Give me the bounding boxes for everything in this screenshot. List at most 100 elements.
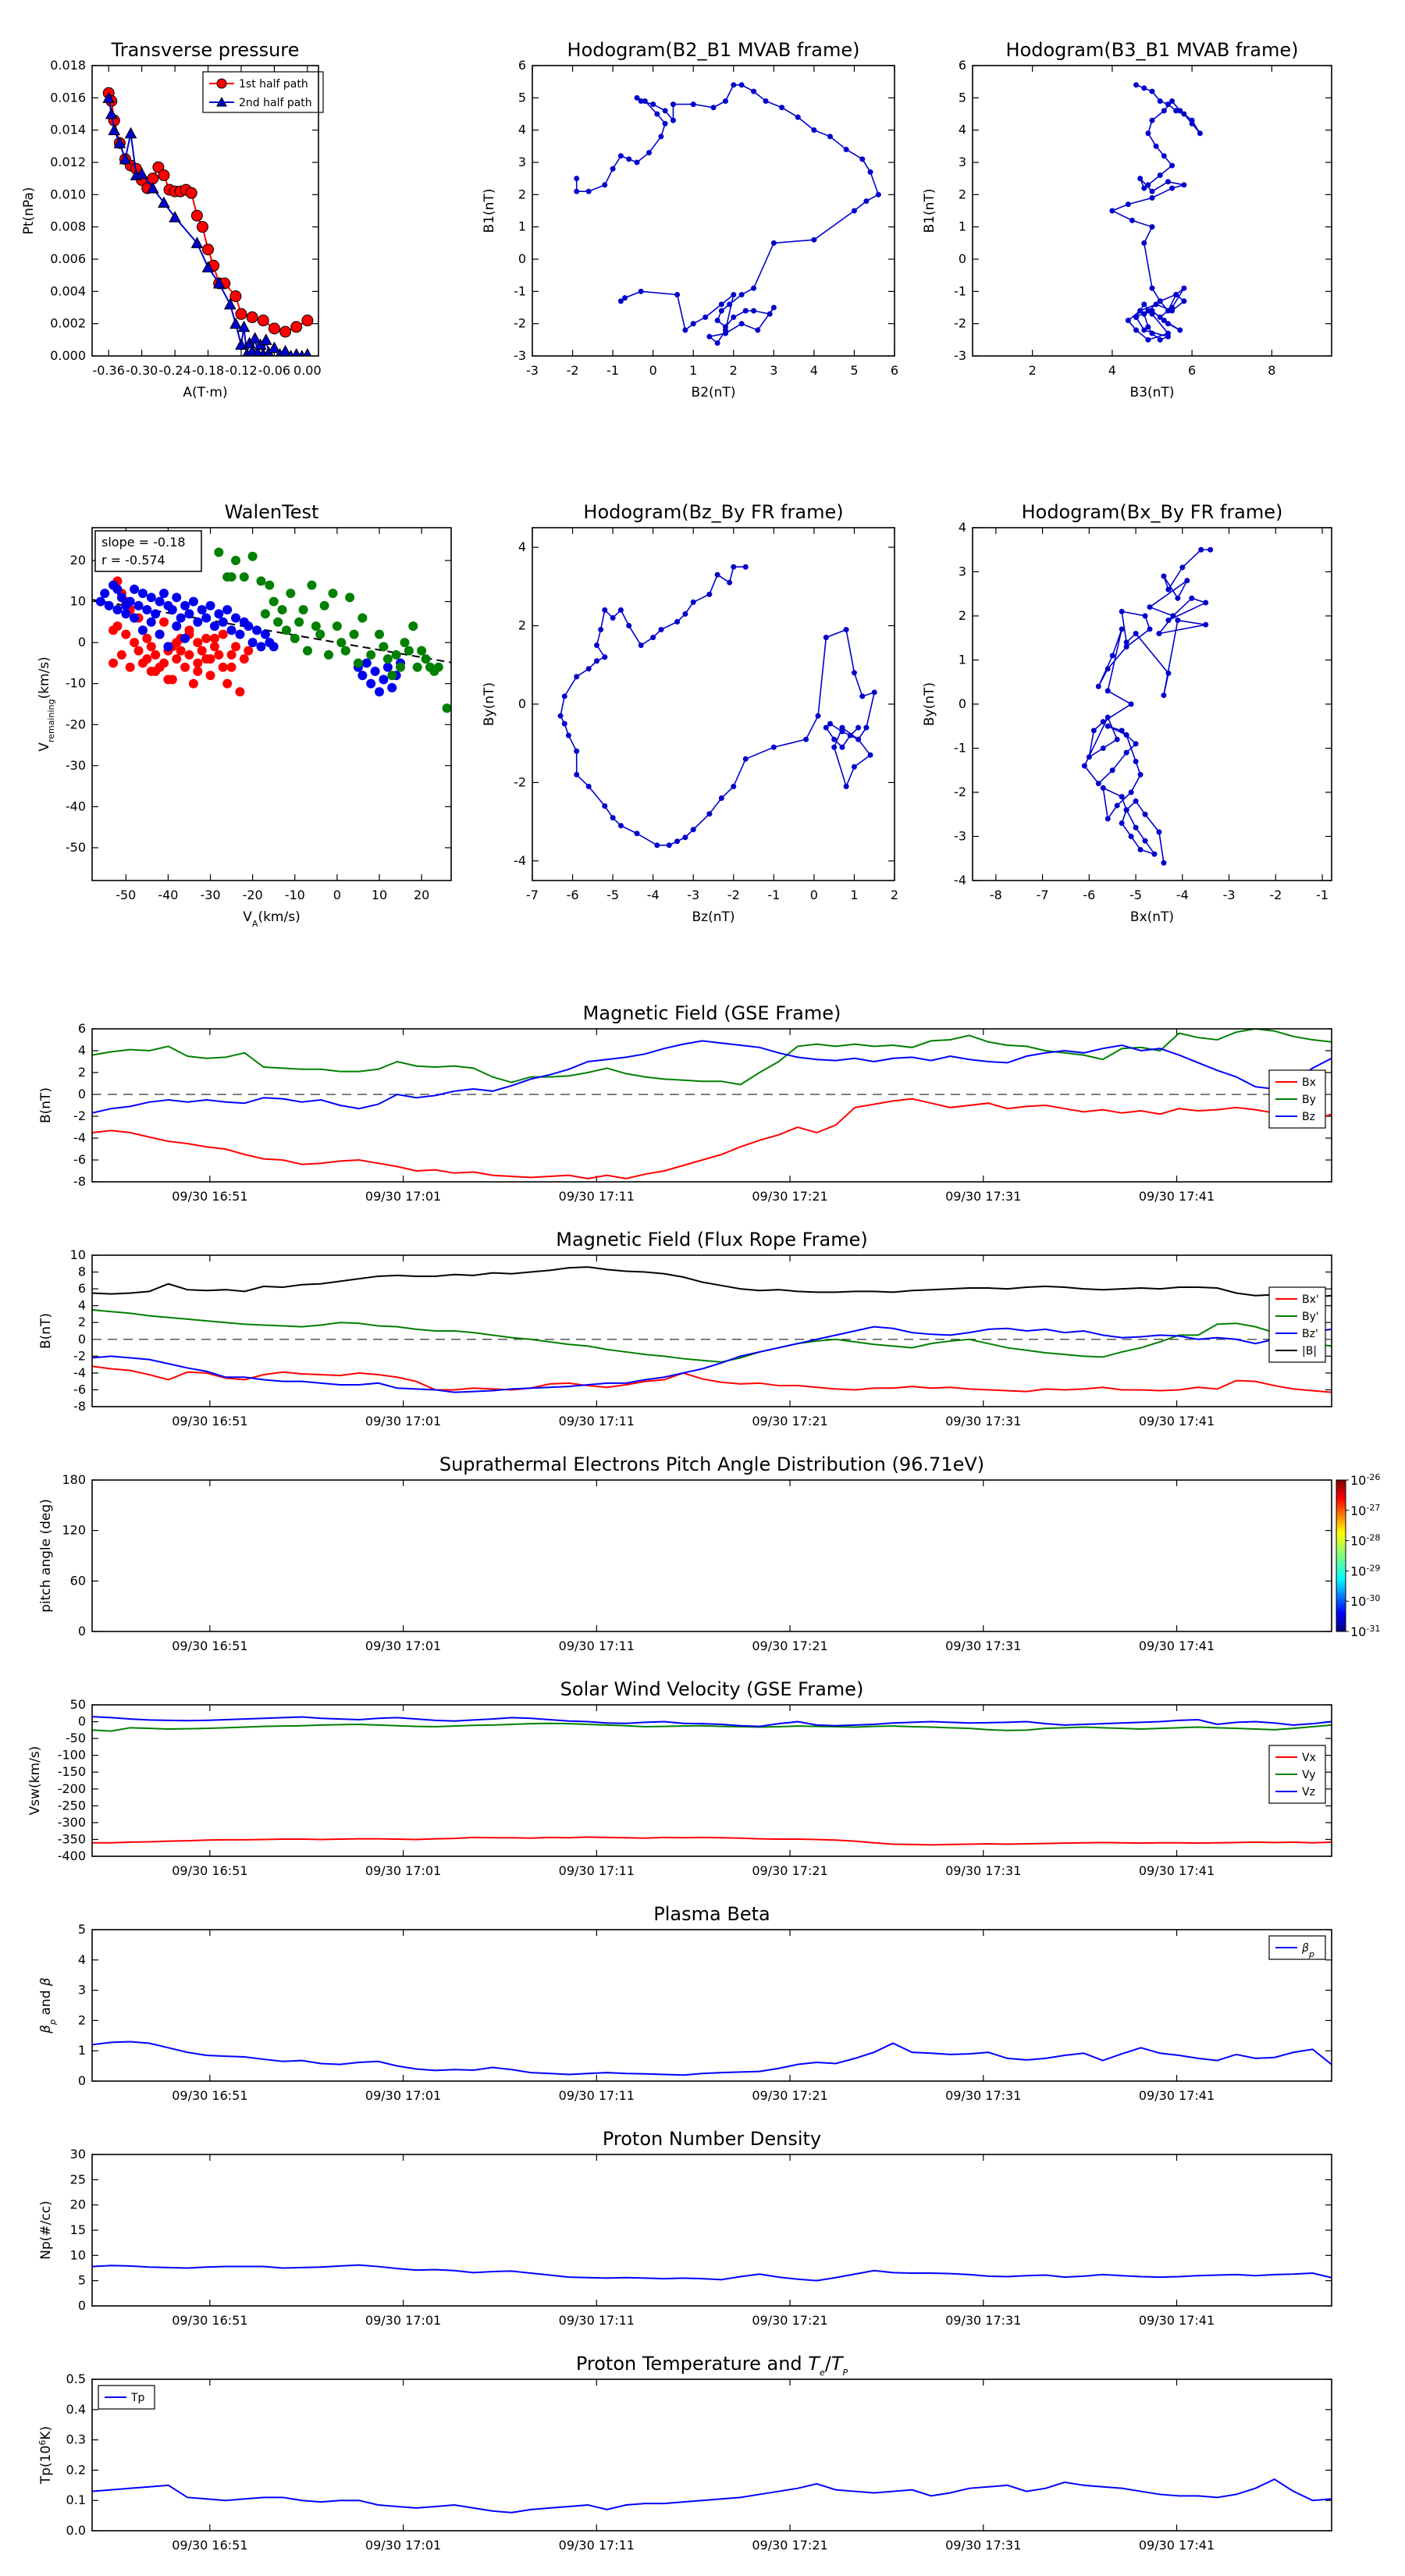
y-tick-label: 3	[959, 564, 966, 579]
data-point	[742, 564, 749, 570]
data-point	[1145, 336, 1151, 343]
y-tick-label: 3	[959, 155, 966, 169]
data-layer	[557, 564, 877, 849]
y-tick-label: 10	[70, 1247, 86, 1262]
data-point	[779, 105, 785, 111]
scatter-point-red	[159, 617, 169, 627]
data-point	[718, 308, 724, 314]
scatter-point-red	[193, 666, 203, 676]
data-point	[190, 237, 204, 248]
colorbar-label: 10-30	[1350, 1593, 1380, 1610]
scatter-point-blue	[121, 600, 131, 610]
data-point	[1137, 308, 1144, 314]
legend-marker	[216, 96, 227, 107]
data-point	[638, 98, 644, 104]
scatter-point-blue	[155, 629, 165, 639]
data-point	[1145, 130, 1151, 137]
legend: 1st half path 2nd half path	[202, 71, 324, 113]
scatter-point-green	[281, 625, 291, 635]
y-tick-label: -6	[73, 1382, 86, 1397]
data-point	[1165, 586, 1172, 592]
data-point	[1141, 185, 1147, 191]
data-point	[706, 811, 713, 817]
data-point	[738, 321, 745, 327]
x-tick-label: -0.24	[158, 363, 190, 378]
colorbar-label: 10-29	[1350, 1563, 1380, 1579]
x-tick-label: -0.12	[225, 363, 257, 378]
scatter-point-green	[273, 617, 283, 627]
x-axis-label: B3(nT)	[1130, 385, 1175, 400]
y-tick-label: 2	[78, 2012, 86, 2027]
y-tick-label: 5	[959, 90, 966, 105]
data-point	[124, 126, 137, 139]
scatter-point-green	[404, 646, 414, 656]
time-tick-label: 09/30 17:31	[945, 2088, 1021, 2103]
panel-title: Proton Number Density	[603, 2128, 821, 2150]
colorbar-label: 10-26	[1350, 1472, 1380, 1489]
data-point	[1169, 308, 1176, 314]
y-tick-label: 0.000	[50, 348, 86, 363]
x-axis-label-part: V	[243, 909, 252, 925]
scatter-point-red	[142, 633, 152, 643]
x-tick-label: -4	[1176, 888, 1189, 902]
data-point	[662, 108, 668, 114]
y-tick-label: 4	[78, 1298, 86, 1313]
data-point	[1109, 208, 1115, 214]
data-layer	[92, 2264, 1332, 2282]
scatter-point-red	[201, 654, 212, 664]
data-point	[1145, 308, 1151, 314]
y-tick-label: 0	[78, 2073, 86, 2088]
panel-title: WalenTest	[225, 501, 319, 523]
data-point	[682, 327, 688, 333]
y-tick-label: 0.014	[50, 123, 86, 137]
data-point	[201, 261, 215, 272]
y-axis-label-part: remaining	[46, 699, 56, 743]
scatter-point-blue	[375, 687, 384, 697]
annotation-box: slope = -0.18 r = -0.574	[94, 530, 202, 572]
data-layer	[92, 1029, 1332, 1179]
x-tick-label: 2	[1029, 363, 1037, 378]
data-point	[1197, 130, 1203, 137]
data-point	[839, 724, 845, 731]
data-point	[622, 295, 628, 301]
x-tick-label: -7	[1037, 888, 1049, 902]
y-axis-label: B(nT)	[38, 1313, 54, 1349]
data-point	[1149, 194, 1155, 201]
time-tick-label: 09/30 17:11	[559, 1189, 635, 1204]
y-tick-label: -40	[66, 799, 86, 813]
fit-line	[92, 599, 451, 664]
x-axis-label: Bz(nT)	[692, 909, 735, 925]
colorbar-label-part: -26	[1366, 1472, 1380, 1482]
data-point	[642, 98, 648, 104]
x-tick-label: -3	[526, 363, 539, 378]
scatter-point-blue	[112, 584, 123, 594]
data-point	[1100, 785, 1106, 791]
y-tick-label: -20	[66, 717, 86, 731]
y-axis-label-part: 6	[37, 2440, 48, 2446]
scatter-point-green	[315, 629, 325, 639]
y-tick-label: 0.010	[50, 187, 86, 201]
x-tick-label: -2	[1269, 888, 1282, 902]
x-tick-label: -1	[767, 888, 780, 902]
data-point	[113, 137, 126, 148]
data-point	[146, 182, 159, 194]
data-point	[654, 842, 660, 849]
data-point	[1133, 824, 1139, 831]
data-point	[212, 276, 226, 289]
data-point	[565, 732, 571, 738]
data-layer	[92, 2478, 1332, 2514]
scatter-point-blue	[151, 609, 161, 619]
data-point	[1161, 859, 1167, 866]
y-tick-label: -4	[954, 873, 966, 888]
y-tick-label: -50	[66, 1731, 86, 1745]
data-point	[602, 803, 608, 809]
time-tick-label: 09/30 17:01	[365, 2313, 441, 2328]
scatter-point-green	[340, 646, 350, 656]
data-point	[839, 744, 845, 750]
data-point	[593, 642, 599, 649]
data-point	[1161, 318, 1167, 324]
legend-label: Bx	[1302, 1076, 1316, 1089]
y-tick-label: 1	[78, 2043, 86, 2058]
scatter-point-green	[311, 621, 321, 632]
